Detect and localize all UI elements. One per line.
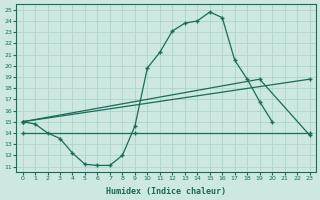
X-axis label: Humidex (Indice chaleur): Humidex (Indice chaleur) <box>106 187 226 196</box>
